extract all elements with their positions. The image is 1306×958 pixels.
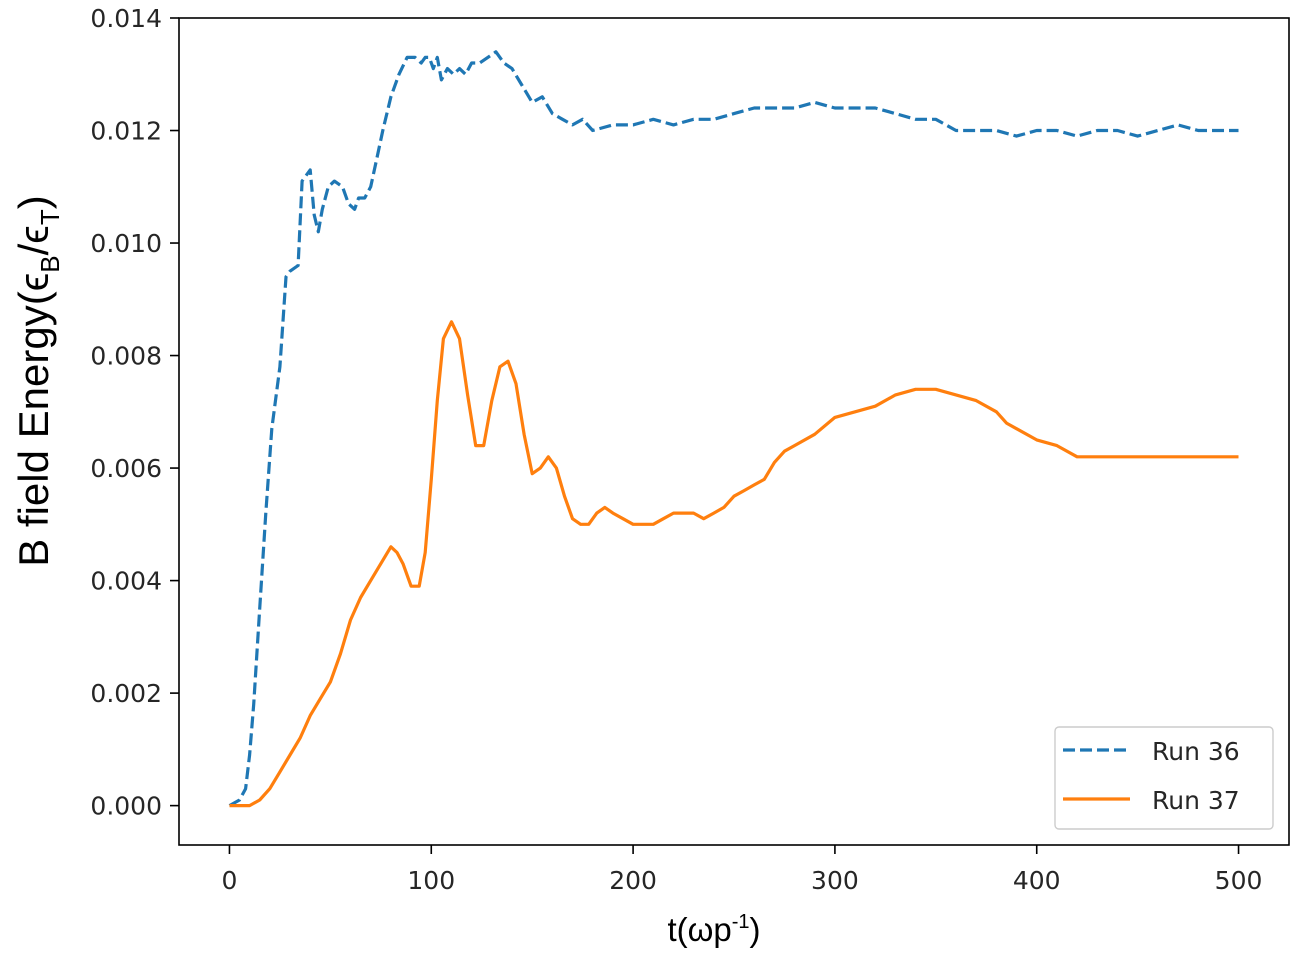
legend: Run 36 Run 37 bbox=[1054, 726, 1274, 830]
y-axis-title-sub2: T bbox=[35, 209, 65, 225]
x-axis: 0 100 200 300 400 500 bbox=[222, 845, 1263, 895]
y-axis: 0.000 0.002 0.004 0.006 0.008 0.010 0.012 0.014 bbox=[90, 4, 179, 821]
x-axis-title-sup: -1 bbox=[732, 911, 750, 933]
x-tick-label: 400 bbox=[1013, 866, 1061, 895]
plot-area bbox=[228, 50, 1239, 808]
x-axis-title-tail: ) bbox=[750, 911, 761, 948]
y-axis-title-end: ) bbox=[10, 195, 57, 209]
y-axis-title-sub1: B bbox=[35, 255, 65, 272]
legend-label-run-37: Run 37 bbox=[1152, 786, 1240, 815]
y-tick-label: 0.000 bbox=[90, 792, 162, 821]
y-axis-title: B field Energy(ϵB/ϵT) bbox=[10, 195, 65, 567]
y-tick-label: 0.006 bbox=[90, 454, 162, 483]
x-tick-label: 100 bbox=[407, 866, 455, 895]
y-tick-label: 0.014 bbox=[90, 4, 162, 33]
series-line-run-36 bbox=[228, 50, 1239, 807]
x-tick-label: 500 bbox=[1215, 866, 1263, 895]
legend-label-run-36: Run 36 bbox=[1152, 737, 1240, 766]
legend-box bbox=[1054, 726, 1274, 830]
y-axis-title-mid: /ϵ bbox=[10, 225, 57, 255]
y-tick-label: 0.004 bbox=[90, 567, 162, 596]
series-line-run-37 bbox=[229, 320, 1239, 808]
x-axis-title-main: t(ωp bbox=[667, 911, 731, 948]
y-tick-label: 0.002 bbox=[90, 679, 162, 708]
plot-frame bbox=[178, 17, 1290, 846]
x-tick-label: 0 bbox=[222, 866, 238, 895]
x-tick-label: 300 bbox=[811, 866, 859, 895]
y-tick-label: 0.008 bbox=[90, 342, 162, 371]
y-axis-title-part1: B field Energy(ϵ bbox=[10, 273, 57, 567]
y-tick-label: 0.012 bbox=[90, 117, 162, 146]
x-axis-title: t(ωp-1) bbox=[667, 911, 760, 948]
x-tick-label: 200 bbox=[609, 866, 657, 895]
y-tick-label: 0.010 bbox=[90, 229, 162, 258]
